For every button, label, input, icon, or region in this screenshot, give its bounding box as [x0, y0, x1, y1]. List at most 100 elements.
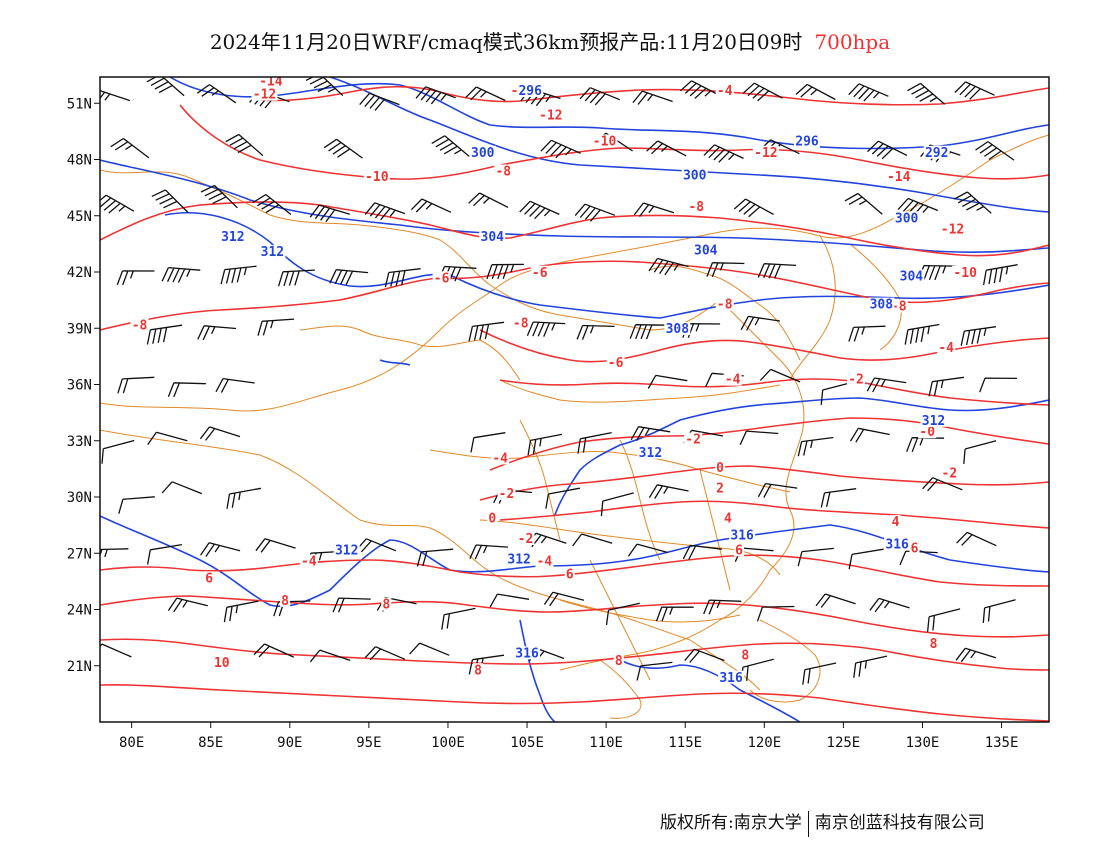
- wind-barb: [956, 531, 997, 547]
- contour-label-bg: [847, 372, 866, 386]
- contour-label-bg: [752, 145, 779, 159]
- wind-barb: [630, 426, 671, 442]
- contour-label: 312: [922, 414, 945, 429]
- wind-barb: [848, 83, 889, 102]
- contour-label: 4: [892, 515, 900, 530]
- contour-label-bg: [516, 532, 535, 545]
- contour-label-bg: [687, 200, 706, 214]
- wind-barb: [815, 593, 856, 608]
- contour-label: -6: [608, 356, 624, 371]
- contour-label: -8: [495, 165, 511, 180]
- wind-barb: [225, 133, 264, 157]
- wind-barb: [739, 430, 779, 445]
- wind-barb: [220, 265, 257, 285]
- wind-barb: [757, 482, 798, 498]
- contour-label: 0: [488, 511, 496, 526]
- wind-barb: [161, 266, 201, 283]
- contour-label: -12: [754, 146, 777, 161]
- contour-label: 316: [730, 528, 754, 543]
- lat-tick-label: 42N: [67, 265, 92, 281]
- wind-barb: [982, 264, 1018, 286]
- wind-barb: [364, 202, 406, 221]
- contour-label: 6: [566, 568, 574, 583]
- wind-barb: [869, 597, 910, 613]
- wind-barb: [519, 200, 560, 220]
- contour-label-bg: [868, 297, 895, 311]
- wind-barb: [309, 204, 350, 223]
- wind-barb: [632, 90, 673, 105]
- contour-label: 8: [741, 648, 749, 663]
- contour-label: 300: [471, 146, 495, 161]
- wind-barb: [110, 137, 150, 159]
- wind-barb: [255, 538, 296, 553]
- contour-label: 8: [281, 594, 289, 609]
- lat-tick-label: 51N: [67, 96, 92, 112]
- copyright-owner: 版权所有:南京大学: [660, 813, 802, 833]
- wind-barb: [465, 86, 506, 102]
- wind-barb: [416, 548, 454, 567]
- contour-label: 316: [515, 646, 539, 661]
- wind-barb: [101, 439, 135, 464]
- wind-barb: [733, 198, 774, 218]
- contour-label: -2: [848, 373, 864, 388]
- wind-barb: [926, 608, 961, 632]
- wind-barb: [526, 321, 566, 337]
- contour-label-bg: [381, 597, 392, 611]
- wind-barb: [100, 89, 131, 102]
- contour-label-bg: [514, 646, 541, 660]
- lat-tick-label: 27N: [67, 546, 92, 562]
- contour-label: -2: [942, 466, 958, 481]
- contour-label-bg: [715, 460, 726, 474]
- contour-label-bg: [511, 316, 530, 330]
- lon-tick-label: 125E: [827, 735, 861, 751]
- contour-label-bg: [537, 108, 564, 122]
- contour-label-bg: [564, 567, 575, 581]
- contour-label-bg: [893, 211, 920, 225]
- contour-label-bg: [794, 134, 821, 148]
- wind-barb: [682, 544, 722, 560]
- wind-barb: [468, 654, 505, 675]
- wind-barb: [409, 642, 450, 656]
- contour-label: 296: [795, 135, 819, 150]
- contour-label-bg: [715, 481, 726, 495]
- contour-label: -12: [253, 88, 276, 103]
- title-main: 2024年11月20日WRF/cmaq模式36km预报产品:11月20日09时: [209, 30, 803, 54]
- contour-label: 312: [261, 245, 284, 260]
- wind-barb: [167, 382, 206, 398]
- wind-barb: [223, 600, 259, 623]
- contour-label-bg: [517, 83, 544, 97]
- wind-barb: [197, 325, 237, 341]
- contour-label-bg: [535, 554, 554, 568]
- lon-tick-label: 115E: [668, 735, 702, 751]
- wind-barb: [410, 198, 452, 213]
- lat-tick-label: 36N: [67, 378, 92, 394]
- wind-barb: [151, 189, 189, 213]
- wind-barb: [955, 647, 996, 663]
- wind-barb: [468, 192, 509, 208]
- contour-label: -8: [891, 300, 907, 315]
- contour-label: 304: [694, 243, 718, 258]
- contour-label: -10: [593, 135, 617, 150]
- contour-label-bg: [952, 265, 979, 279]
- longitude-axis: 80E 85E 90E 95E 100E 105E 110E 115E 120E 125E 130E…: [119, 722, 1018, 751]
- lon-tick-label: 110E: [589, 735, 623, 751]
- wind-barb: [963, 440, 997, 464]
- title-level: 700hpa: [814, 30, 891, 54]
- contour-label: -10: [953, 266, 977, 281]
- wind-barb: [795, 83, 836, 101]
- contour-label: -2: [518, 532, 534, 547]
- lat-tick-label: 24N: [67, 603, 92, 619]
- geopotential-contours: [100, 77, 1049, 722]
- contour-label: -4: [725, 373, 741, 388]
- wind-barb: [468, 321, 505, 342]
- contour-label-bg: [219, 230, 246, 244]
- contour-label-bg: [637, 445, 664, 459]
- wind-barb: [820, 488, 857, 508]
- contour-label-bg: [684, 432, 703, 446]
- contour-label-bg: [333, 543, 360, 557]
- contour-label: 312: [507, 553, 530, 568]
- geopotential-labels: 296 296 292 300 300 300 304 304 304 312 312 308 308 3…: [219, 83, 950, 686]
- wind-barb: [323, 138, 363, 159]
- wind-barb: [257, 318, 295, 336]
- wind-barb: [117, 376, 155, 394]
